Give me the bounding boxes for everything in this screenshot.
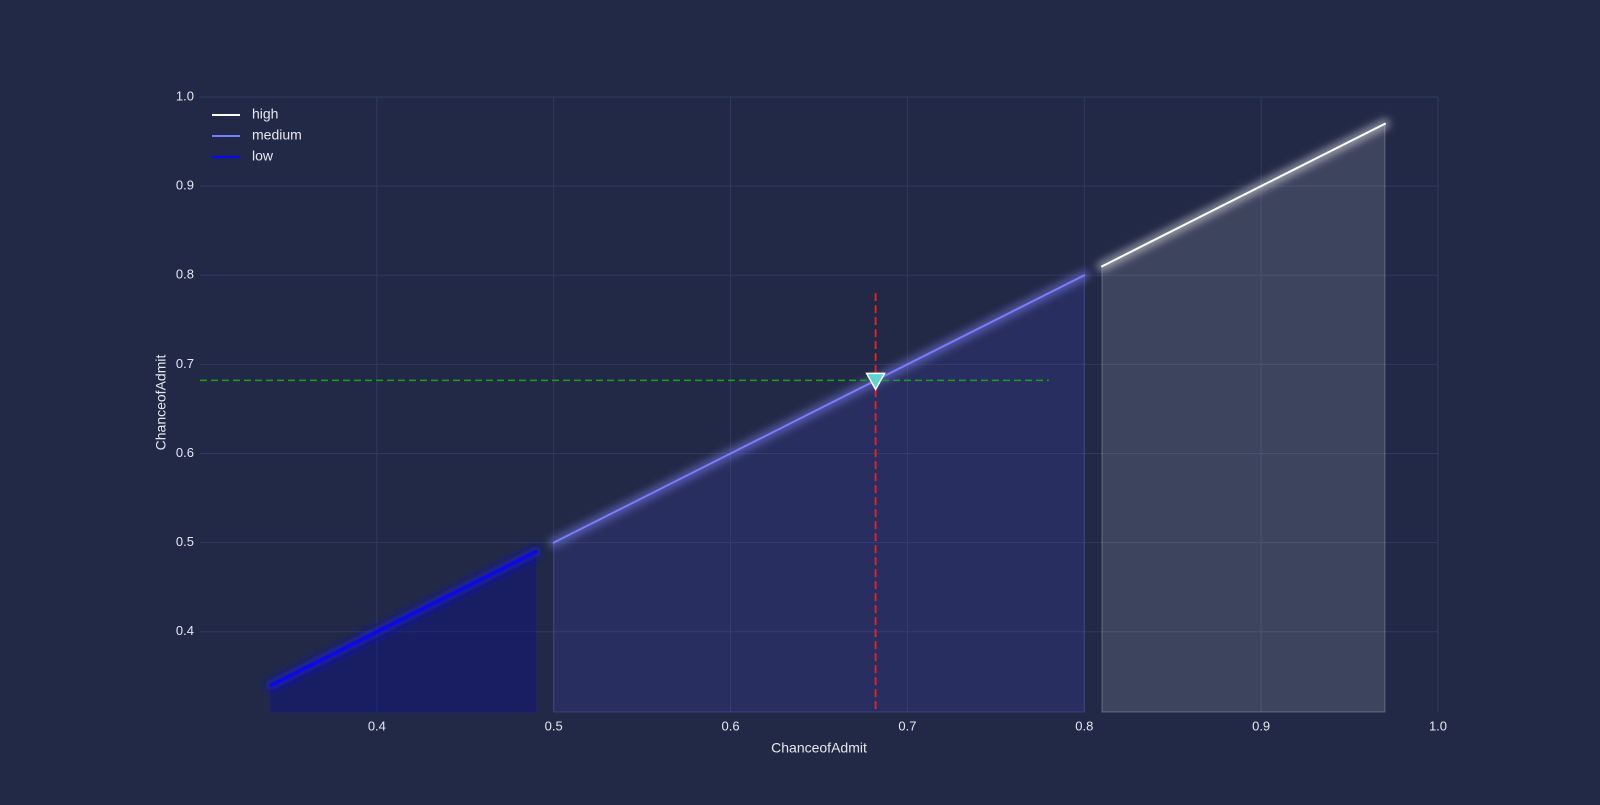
series-lines [264, 118, 1390, 692]
x-tick-label: 0.6 [722, 718, 740, 733]
x-tick-label: 0.4 [368, 718, 386, 733]
y-tick-label: 0.9 [176, 178, 194, 193]
y-axis-label: ChanceofAdmit [153, 355, 169, 451]
y-tick-label: 0.8 [176, 267, 194, 282]
series-line-high [1100, 122, 1386, 268]
series-line-low [268, 549, 538, 688]
annotations [200, 293, 1049, 712]
x-tick-label: 0.5 [545, 718, 563, 733]
marker-triangle-down [865, 372, 886, 391]
area-fill-medium [553, 274, 1085, 713]
legend-label-low: low [252, 148, 274, 164]
x-tick-label: 0.8 [1075, 718, 1093, 733]
y-tick-label: 1.0 [176, 88, 194, 103]
grid [200, 96, 1439, 712]
legend: high medium low [212, 106, 302, 164]
y-tick-label: 0.6 [176, 445, 194, 460]
x-tick-label: 0.9 [1252, 718, 1270, 733]
legend-label-high: high [252, 106, 278, 122]
x-axis-label: ChanceofAdmit [771, 739, 867, 755]
x-tick-label: 0.7 [898, 718, 916, 733]
area-fill-high [1101, 122, 1386, 713]
y-tick-label: 0.7 [176, 356, 194, 371]
x-tick-label: 1.0 [1429, 718, 1447, 733]
legend-label-medium: medium [252, 127, 302, 143]
y-tick-label: 0.5 [176, 534, 194, 549]
series-line-medium [552, 274, 1086, 544]
y-tick-label: 0.4 [176, 623, 194, 638]
axes: 0.4 0.5 0.6 0.7 0.8 0.9 1.0 0.4 0.5 0.6 0.7 0.8 0.9 1… [153, 88, 1447, 755]
area-fills [270, 122, 1386, 713]
